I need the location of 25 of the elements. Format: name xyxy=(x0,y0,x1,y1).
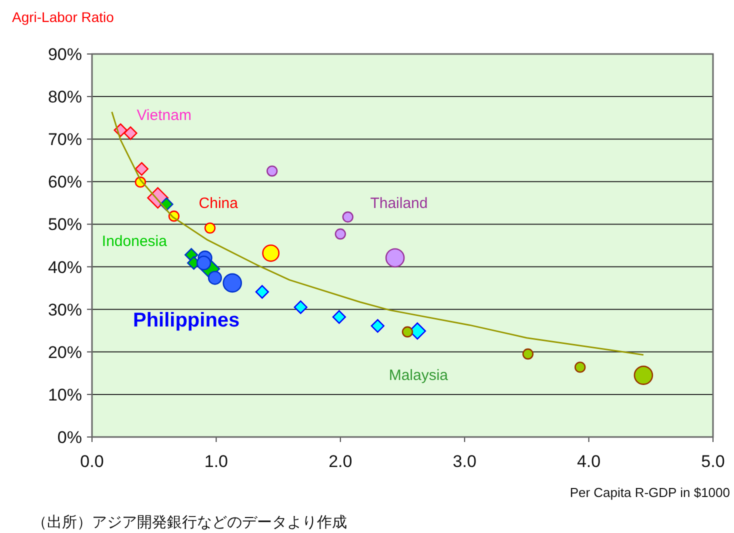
y-tick-label: 50% xyxy=(48,215,82,234)
x-axis-title: Per Capita R-GDP in $1000 xyxy=(570,485,730,500)
x-tick-label: 0.0 xyxy=(80,452,104,471)
x-tick-label: 3.0 xyxy=(452,452,476,471)
series-label: China xyxy=(198,195,239,212)
series-label: Indonesia xyxy=(102,232,168,250)
x-tick-label: 4.0 xyxy=(576,452,601,471)
y-axis-title: Agri-Labor Ratio xyxy=(12,9,114,25)
series-label: Thailand xyxy=(370,195,428,212)
y-tick-label: 80% xyxy=(48,88,82,107)
text: Malaysia xyxy=(388,367,449,384)
y-tick-label: 70% xyxy=(48,130,82,150)
y-tick-label: 30% xyxy=(48,300,82,320)
x-tick-label: 5.0 xyxy=(701,452,725,471)
y-tick-label: 60% xyxy=(48,172,82,192)
y-tick-label: 10% xyxy=(48,385,82,404)
series-label: Philippines xyxy=(132,309,240,332)
y-tick-label: 0% xyxy=(57,428,82,447)
y-tick-label: 40% xyxy=(48,258,82,277)
x-tick-label: 2.0 xyxy=(328,452,352,471)
y-tick-label: 90% xyxy=(48,45,82,64)
x-tick-label: 1.0 xyxy=(204,452,228,471)
series-label: Vietnam xyxy=(136,107,192,124)
y-tick-label: 20% xyxy=(48,342,82,362)
text: （出所）アジア開発銀行などのデータより作成 xyxy=(32,514,347,531)
